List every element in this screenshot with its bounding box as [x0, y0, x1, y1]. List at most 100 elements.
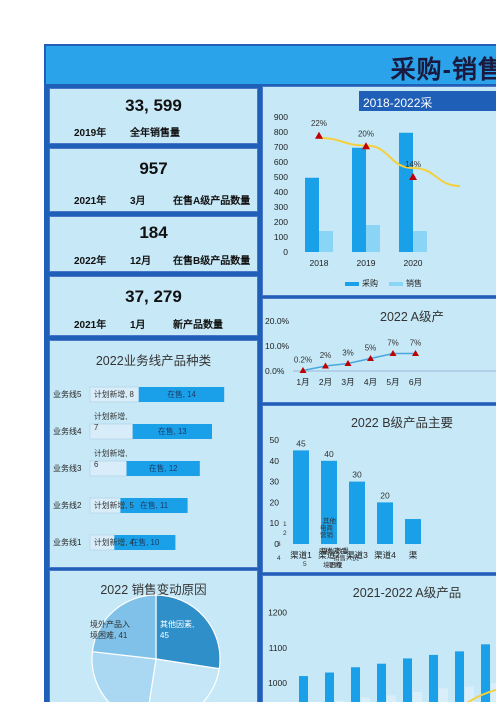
a-level-rate-chart: 0.0% 10.0% 20.0% 0.2% 1月 2% 2月 3% 3月 5% 4月 7% 5月 7% 6月 — [265, 316, 496, 387]
pie-slice — [155, 594, 221, 670]
a-level-bar-prev — [491, 683, 496, 702]
x-tick-label: 渠 — [409, 550, 418, 560]
kpi-card-new-products: 37, 279 2021年 1月 新产品数量 — [49, 276, 258, 336]
data-label: 3% — [342, 349, 354, 358]
x-tick-label: 5月 — [386, 377, 399, 387]
a-level-bar — [351, 667, 360, 702]
overlay-label: 其他 — [323, 516, 337, 525]
y-tick-label: 10.0% — [265, 341, 290, 351]
pie-slice — [148, 658, 220, 702]
overlay-label: 销售人员 — [333, 553, 360, 562]
overlay-label: 4 — [277, 555, 281, 562]
y-tick-label: 200 — [274, 217, 288, 227]
planned-label: 计划新增, 5 — [94, 500, 135, 510]
a-level-bar-prev — [413, 691, 422, 702]
data-label: 7% — [410, 339, 422, 348]
y-tick-label: 300 — [274, 202, 288, 212]
a-level-bar — [325, 672, 334, 702]
purchase-sales-chart: 0 100 200 300 400 500 600 700 800 900 2018 2019 2020… — [274, 112, 461, 288]
chart-title: 2021-2022 A级产品 — [352, 586, 462, 600]
rate-marker — [389, 350, 397, 356]
overlay-label: 3 — [277, 541, 281, 548]
y-tick-label: 20.0% — [265, 316, 290, 326]
kpi-label: 全年销售量 — [130, 128, 180, 139]
channel-bar — [321, 460, 337, 544]
rate-marker — [409, 173, 417, 180]
data-label: 30 — [352, 470, 362, 480]
rate-label: 14% — [405, 160, 421, 169]
kpi-year: 2019年 — [74, 128, 107, 139]
y-tick-label: 400 — [274, 187, 288, 197]
a-level-bar-prev — [387, 695, 396, 702]
rate-label: 20% — [358, 129, 374, 138]
kpi-value: 33, 599 — [125, 96, 182, 115]
slice-label: 境外产品入 — [90, 619, 130, 629]
pie-slice — [91, 650, 157, 702]
chart-title: 2022 B级产品主要 — [350, 416, 454, 430]
a-level-trend-chart: 900100011001200 — [268, 608, 496, 702]
y-tick-label: 800 — [274, 127, 288, 137]
rate-marker — [362, 142, 370, 150]
panel-business-lines: 2022业务线产品种类 业务线5 计划新增, 8 在售, 14 业务线4 计划新增, 7 在… — [49, 340, 258, 568]
kpi-month: 12月 — [130, 256, 152, 267]
onsale-label: 在售, 11 — [140, 500, 168, 510]
y-tick-label: 30 — [270, 477, 280, 487]
panel-sales-change: 2022 销售变动原因 其他因素, 45 境外产品入 境困难, 41 — [49, 570, 258, 702]
overlay-label: 电商 — [320, 523, 334, 532]
planned-label: 计划新增, 8 — [94, 389, 134, 399]
y-tick-label: 50 — [270, 435, 280, 445]
channel-bar — [405, 519, 421, 544]
x-tick-label: 渠道2 — [318, 550, 340, 560]
overlay-label: 职权 — [329, 560, 343, 569]
y-tick-label: 0.0% — [265, 366, 285, 376]
onsale-label: 在售, 14 — [167, 389, 196, 399]
y-tick-label: 20 — [270, 497, 280, 507]
onsale-bar — [114, 535, 176, 550]
chart-title: 2022业务线产品种类 — [95, 354, 212, 368]
purchase-bar — [305, 177, 319, 252]
sales-bar — [413, 231, 427, 252]
overlay-label: 实体店 — [319, 546, 339, 555]
kpi-label: 新产品数量 — [173, 320, 223, 331]
kpi-card-b-level: 184 2022年 12月 在售B级产品数量 — [49, 216, 258, 272]
y-tick-label: 700 — [274, 142, 288, 152]
overlay-label: 境外产品 — [321, 546, 347, 555]
trend-line — [466, 688, 496, 702]
y-tick-label: 40 — [270, 456, 280, 466]
a-level-bar — [403, 658, 412, 702]
trend-line — [318, 137, 461, 187]
a-level-bar — [299, 676, 308, 702]
channel-bar — [377, 502, 393, 544]
kpi-year: 2021年 — [74, 320, 107, 331]
rate-marker — [315, 131, 323, 139]
y-tick-label: 500 — [274, 172, 288, 182]
a-level-bar-prev — [361, 697, 370, 702]
sales-bar — [366, 225, 380, 252]
kpi-card-a-level: 957 2021年 3月 在售A级产品数量 — [49, 148, 258, 212]
pie-slice — [91, 594, 157, 660]
title-bar: 采购-销售 — [46, 46, 496, 84]
y-tick-label: 业务线2 — [53, 500, 82, 510]
business-lines-chart: 业务线5 计划新增, 8 在售, 14 业务线4 计划新增, 7 在售, 13 业务线3 计划新… — [53, 386, 225, 551]
y-tick-label: 0 — [274, 539, 279, 549]
panel-a-level-rate: 2022 A级产 0.0% 10.0% 20.0% 0.2% 1月 2% 2月 3% 3月 5% 4… — [262, 298, 496, 403]
overlay-label: 数量 — [336, 546, 350, 555]
chart-title: 2022 销售变动原因 — [100, 583, 207, 597]
planned-label: 7 — [94, 423, 98, 432]
x-tick-label: 2月 — [319, 377, 332, 387]
y-tick-label: 600 — [274, 157, 288, 167]
data-label: 20 — [380, 490, 390, 500]
kpi-value: 957 — [139, 159, 168, 178]
channel-bar — [293, 450, 309, 544]
data-label: 2% — [320, 351, 332, 360]
x-tick-label: 渠道1 — [290, 550, 312, 560]
panel-b-level-channels: 2022 B级产品主要 0 10 20 30 40 50 45 渠道1 40 渠道2 30 渠道3 20… — [262, 405, 496, 573]
panel-purchase-sales: 2018-2022采 0 100 200 300 400 500 600 700 800 900 2… — [262, 86, 496, 296]
y-tick-label: 900 — [274, 112, 288, 122]
x-tick-label: 2020 — [404, 258, 423, 268]
chart-title: 2022 A级产 — [380, 310, 444, 324]
onsale-bar — [126, 461, 200, 476]
legend-label-sales: 销售 — [406, 278, 422, 288]
purchase-bar — [399, 132, 413, 252]
